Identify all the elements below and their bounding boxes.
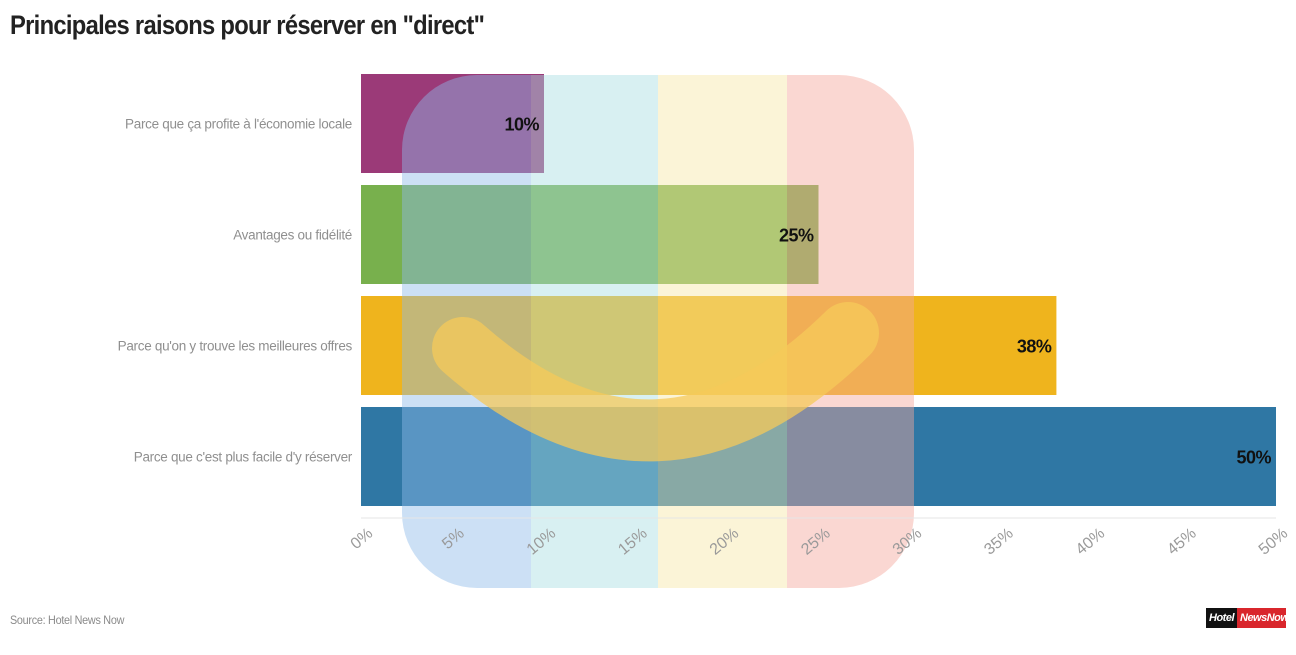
data-label: 25% xyxy=(779,226,814,246)
category-label: Parce que ça profite à l'économie locale xyxy=(125,117,352,132)
logo-text-hotel: Hotel xyxy=(1206,608,1237,628)
x-tick-label: 35% xyxy=(981,525,1016,559)
category-label: Parce que c'est plus facile d'y réserver xyxy=(134,450,353,465)
data-label: 10% xyxy=(504,115,539,135)
x-tick-label: 0% xyxy=(348,525,377,553)
bar-0 xyxy=(361,74,544,173)
x-tick-label: 50% xyxy=(1256,525,1291,559)
source-note: Source: Hotel News Now xyxy=(10,613,125,627)
publisher-logo: Hotel NewsNow xyxy=(1206,608,1286,628)
bar-1 xyxy=(361,185,819,284)
category-label: Avantages ou fidélité xyxy=(233,228,352,243)
bar-3 xyxy=(361,407,1276,506)
x-tick-label: 45% xyxy=(1164,525,1199,559)
category-label: Parce qu'on y trouve les meilleures offr… xyxy=(118,339,353,354)
chart-title: Principales raisons pour réserver en "di… xyxy=(10,10,485,40)
x-tick-label: 40% xyxy=(1073,525,1108,559)
data-label: 50% xyxy=(1236,448,1271,468)
logo-text-newsnow: NewsNow xyxy=(1237,608,1286,628)
data-label: 38% xyxy=(1017,337,1052,357)
watermark-logo-icon xyxy=(402,75,914,588)
